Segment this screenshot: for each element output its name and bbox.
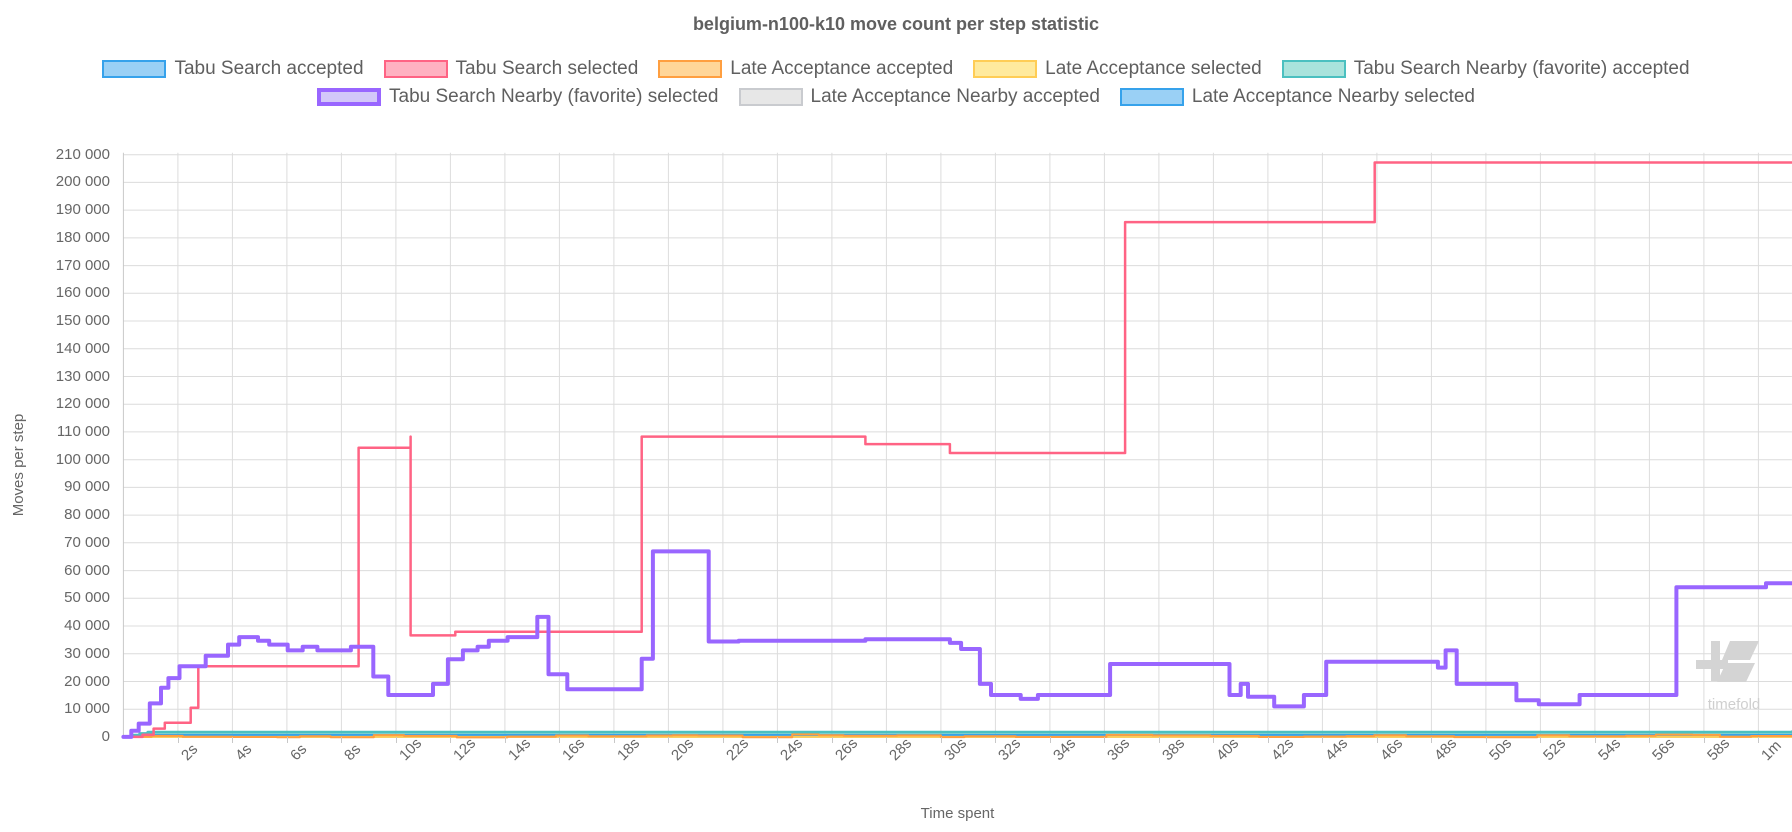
svg-text:timefold: timefold [1708,696,1761,713]
